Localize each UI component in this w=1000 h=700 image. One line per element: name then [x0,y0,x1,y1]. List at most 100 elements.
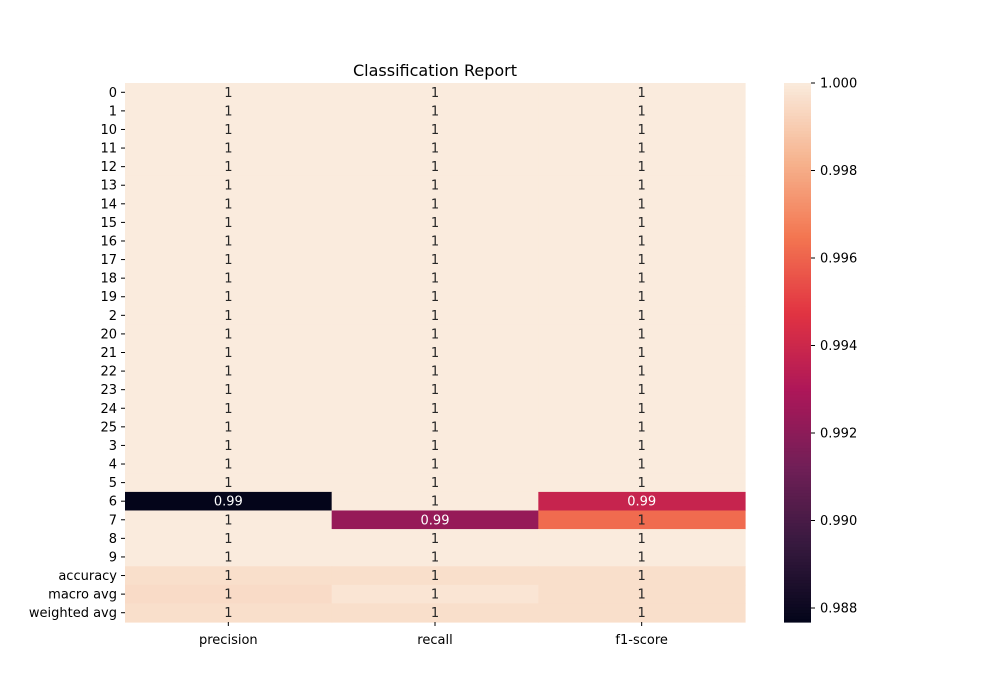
heatmap-cell [538,491,746,512]
cell-value-label: 1 [224,309,232,324]
y-tick-label: 22 [100,365,117,380]
colorbar-band [784,592,811,596]
heatmap-cell [331,566,539,586]
colorbar-band [784,265,811,270]
colorbar-band [784,235,811,240]
heatmap-cell [331,175,539,196]
cell-value-label: 1 [224,402,232,417]
colorbar: 0.988 0.990 0.992 0.994 0.996 0.998 1.000 [784,77,857,623]
cell-value-label: 1 [431,532,439,547]
heatmap-cell [331,120,539,140]
colorbar-band [784,232,811,237]
colorbar-band [784,511,811,515]
colorbar-band [784,256,811,261]
colorbar-band [784,136,811,141]
colorbar-band [784,196,811,201]
y-tick-label: 14 [100,197,117,212]
colorbar-band [784,217,811,222]
cell-value-label: 1 [638,513,646,528]
colorbar-band [784,490,811,494]
colorbar-band [784,538,811,542]
colorbar-band [784,190,811,195]
colorbar-band [784,541,811,545]
colorbar-band [784,343,811,348]
y-tick-label: 10 [100,123,117,138]
colorbar-band [784,367,811,372]
colorbar-band [784,313,811,318]
colorbar-band [784,334,811,339]
heatmap-cell [125,101,333,121]
colorbar-band [784,565,811,569]
colorbar-band [784,604,811,608]
colorbar-band [784,349,811,354]
colorbar-band [784,454,811,458]
colorbar-gradient [784,83,811,623]
heatmap-cell [331,473,539,493]
colorbar-band [784,145,811,150]
colorbar-band [784,481,811,485]
cell-value-label: 1 [638,253,646,268]
colorbar-band [784,148,811,153]
colorbar-band [784,442,811,446]
colorbar-band [784,589,811,593]
cell-value-label: 1 [224,272,232,287]
y-tick-label: weighted avg [29,606,117,621]
colorbar-band [784,310,811,315]
colorbar-band [784,322,811,327]
colorbar-band [784,532,811,536]
cell-value-label: 1 [224,476,232,491]
y-tick-label: 25 [100,420,117,435]
colorbar-band [784,577,811,581]
colorbar-band [784,298,811,303]
heatmap-cell [331,250,539,270]
colorbar-band [784,517,811,521]
heatmap-cell [125,324,333,344]
cell-value-label: 1 [431,197,439,212]
colorbar-band [784,562,811,566]
heatmap-cell [331,603,539,623]
heatmap-cell [331,491,539,512]
colorbar-band [784,151,811,156]
heatmap-cell [331,157,539,177]
heatmap-cell [538,398,746,419]
heatmap-cell [331,343,539,363]
y-tick-label: 17 [100,253,117,268]
colorbar-band [784,613,811,617]
cell-value-label: 1 [638,197,646,212]
colorbar-band [784,337,811,342]
heatmap-cell [538,566,746,586]
colorbar-band [784,403,811,407]
colorbar-band [784,316,811,321]
heatmap-cell [125,529,333,549]
heatmap-cell [538,194,746,214]
colorbar-band [784,457,811,461]
heatmap-cell [125,250,333,270]
heatmap-cell [331,547,539,567]
cell-value-label: 1 [431,327,439,342]
colorbar-band [784,418,811,422]
colorbar-band [784,355,811,360]
heatmap-cell [538,268,746,289]
heatmap-cell [331,268,539,289]
cell-value-label: 1 [224,123,232,138]
cell-value-label: 1 [638,86,646,101]
heatmap-cell [125,194,333,214]
cell-value-label: 1 [224,160,232,175]
heatmap-cell [125,120,333,140]
cell-value-label: 1 [224,365,232,380]
colorbar-tick-label: 0.990 [820,514,857,529]
colorbar-band [784,436,811,440]
colorbar-band [784,304,811,309]
cell-value-label: 1 [638,476,646,491]
colorbar-band [784,544,811,548]
colorbar-band [784,199,811,204]
cell-value-label: 1 [431,550,439,565]
heatmap-cell [125,491,333,512]
colorbar-band [784,553,811,557]
colorbar-band [784,496,811,500]
cell-value-label: 1 [224,253,232,268]
colorbar-band [784,214,811,219]
colorbar-band [784,100,811,105]
heatmap-cell [331,510,539,530]
